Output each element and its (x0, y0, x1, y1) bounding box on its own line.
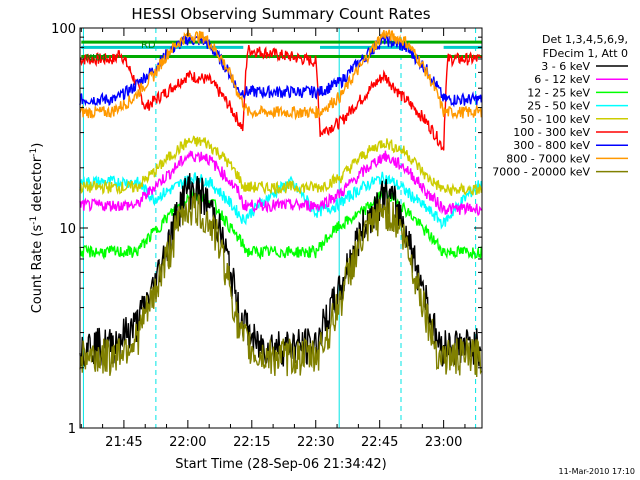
footer-timestamp: 11-Mar-2010 17:10 (559, 467, 636, 476)
series-line (79, 150, 482, 217)
series-line (79, 33, 482, 108)
y-axis-label: Count Rate (s-1 detector-1) (29, 143, 45, 314)
plot-area: RD NI04 (79, 28, 482, 428)
legend-label: 25 - 50 keV (527, 100, 590, 113)
series-line (79, 135, 482, 196)
x-tick-label: 22:45 (361, 435, 398, 450)
series-line (79, 193, 482, 378)
legend-header-1: Det 1,3,4,5,6,9, (542, 33, 628, 46)
flag-label-ni: NI04 (86, 54, 107, 64)
y-axis-label-rest: detector (30, 156, 45, 216)
x-tick-label: 21:45 (105, 435, 142, 450)
flag-label-rd: RD (141, 40, 156, 51)
y-tick-label: 100 (51, 22, 76, 37)
y-axis-label-sup2: -1 (29, 148, 39, 157)
x-tick-label: 22:15 (233, 435, 270, 450)
x-tick-label: 22:00 (169, 435, 206, 450)
y-axis-label-sup1: -1 (29, 216, 39, 225)
legend-header-2: FDecim 1, Att 0 (543, 47, 628, 60)
legend-label: 7000 - 20000 keV (492, 166, 590, 179)
legend-label: 800 - 7000 keV (506, 152, 590, 165)
legend: Det 1,3,4,5,6,9, FDecim 1, Att 0 3 - 6 k… (492, 33, 628, 179)
x-axis-label: Start Time (28-Sep-06 21:34:42) (175, 457, 386, 472)
legend-label: 300 - 800 keV (513, 139, 590, 152)
legend-label: 3 - 6 keV (541, 60, 590, 73)
x-axis: 21:45 22:00 22:15 22:30 22:45 23:00 (80, 28, 466, 450)
series-line (79, 44, 482, 151)
y-axis: 1 10 100 (51, 22, 482, 437)
series-line (79, 171, 482, 230)
series-line (79, 29, 482, 121)
series-line (79, 186, 482, 261)
y-axis-label-main: Count Rate (s (30, 225, 45, 314)
legend-label: 100 - 300 keV (513, 126, 590, 139)
x-tick-label: 23:00 (425, 435, 462, 450)
legend-label: 50 - 100 keV (520, 113, 590, 126)
y-axis-label-end: ) (30, 143, 45, 148)
legend-label: 6 - 12 keV (534, 73, 590, 86)
chart-title: HESSI Observing Summary Count Rates (131, 5, 430, 23)
y-tick-label: 1 (68, 422, 76, 437)
y-tick-label: 10 (59, 222, 76, 237)
legend-label: 12 - 25 keV (527, 86, 590, 99)
x-tick-label: 22:30 (297, 435, 334, 450)
